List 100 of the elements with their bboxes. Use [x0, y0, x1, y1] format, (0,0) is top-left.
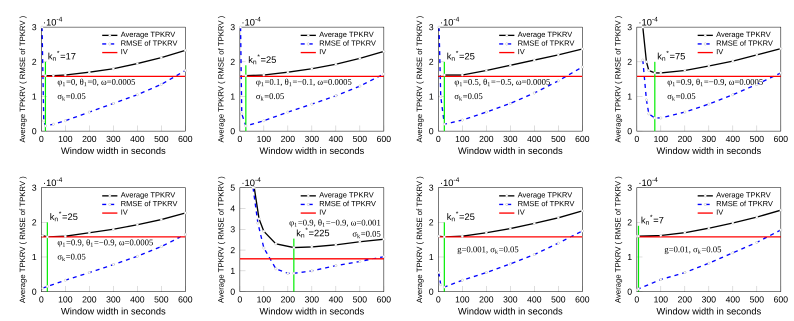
y-tick-label: 1	[628, 254, 632, 260]
y-tick-label: 5	[230, 184, 235, 191]
x-tick-label: 500	[551, 296, 566, 302]
y-tick-label: 2	[230, 58, 235, 65]
annotation: g=0.01, σ$_{k}$=0.05	[664, 246, 722, 254]
x-tick-label: 0	[39, 296, 44, 302]
x-tick-label: 300	[106, 136, 120, 142]
x-tick-label: 600	[377, 296, 391, 302]
y-tick-label: 1	[429, 254, 434, 260]
annotation: σ$_{k}$=0.05	[58, 93, 86, 100]
y-tick-label: 2	[32, 58, 36, 65]
x-tick-label: 300	[702, 296, 716, 302]
x-tick-label: 300	[503, 296, 518, 302]
x-tick-label: 400	[726, 296, 740, 302]
x-tick-label: 300	[702, 136, 716, 142]
x-tick-label: 600	[774, 136, 788, 142]
x-axis-title: Window width in seconds	[458, 308, 562, 314]
x-tick-label: 200	[678, 296, 692, 302]
annotation: φ$_{1}$=0.5, θ$_{1}$=−0.5, ω=0.0005	[454, 78, 550, 87]
x-axis-title: Window width in seconds	[656, 147, 761, 154]
y-tick-label: 2	[628, 58, 632, 65]
y-tick-label: 0	[429, 288, 434, 295]
x-tick-label: 0	[436, 136, 440, 142]
x-tick-label: 200	[678, 136, 692, 142]
annotation: k$_{n}$$^{*}$=25	[248, 54, 276, 64]
y-tick-label: 1	[230, 94, 235, 100]
annotation: φ$_{1}$=0.1, θ$_{1}$=−0.1, ω=0.0005	[256, 78, 352, 87]
y-tick-label: 2	[429, 58, 434, 65]
x-axis-title: Window width in seconds	[60, 147, 166, 154]
x-tick-label: 100	[257, 296, 271, 302]
x-tick-label: 600	[178, 136, 192, 142]
x-tick-label: 200	[480, 136, 494, 142]
x-tick-label: 400	[726, 136, 740, 142]
annotation: σ$_{k}$=0.05	[352, 230, 380, 238]
y-tick-label: 1	[32, 94, 36, 100]
y-tick-label: 0	[32, 288, 36, 295]
x-axis-title: Window width in seconds	[458, 147, 562, 154]
y-tick-label: 0	[230, 288, 235, 295]
x-tick-label: 500	[750, 136, 764, 142]
annotation: φ$_{1}$=0, θ$_{1}$=0, ω=0.0005	[58, 78, 136, 87]
x-tick-label: 500	[352, 296, 367, 302]
x-tick-label: 0	[238, 136, 242, 142]
annotation: σ$_{k}$=0.05	[256, 93, 284, 100]
text: ·10$^{-4}$	[44, 177, 62, 186]
x-tick-label: 0	[436, 296, 440, 302]
x-tick-label: 0	[634, 136, 639, 142]
text: ·10$^{-4}$	[441, 16, 460, 26]
text: ·10$^{-4}$	[441, 177, 460, 186]
x-tick-label: 600	[774, 296, 788, 302]
y-tick-label: 3	[32, 184, 36, 191]
annotation: φ$_{1}$=0.9, θ$_{1}$=−0.9, ω=0.001	[289, 219, 380, 228]
y-tick-label: 3	[429, 184, 434, 191]
y-tick-label: 1	[429, 94, 434, 100]
x-tick-label: 300	[304, 296, 319, 302]
x-tick-label: 500	[551, 136, 566, 142]
x-tick-label: 100	[456, 136, 470, 142]
text: ·10$^{-4}$	[242, 16, 261, 26]
y-tick-label: 1	[230, 268, 235, 274]
y-tick-label: 1	[32, 254, 36, 260]
x-tick-label: 600	[178, 296, 192, 302]
y-tick-label: 3	[32, 24, 36, 30]
annotation: φ$_{1}$=0.9, θ$_{1}$=−0.9, ω=0.0005	[58, 239, 153, 248]
x-tick-label: 200	[480, 296, 494, 302]
x-axis-title: Window width in seconds	[656, 308, 761, 314]
y-tick-label: 3	[230, 24, 235, 30]
annotation: σ$_{k}$=0.05	[454, 93, 482, 100]
x-tick-label: 100	[58, 296, 72, 302]
x-tick-label: 600	[576, 296, 590, 302]
x-tick-label: 200	[82, 296, 96, 302]
text: ·10$^{-4}$	[242, 177, 261, 186]
x-tick-label: 400	[130, 136, 144, 142]
y-tick-label: 0	[230, 128, 235, 134]
x-axis-title: Window width in seconds	[60, 308, 166, 314]
text: ·10$^{-4}$	[44, 16, 62, 26]
x-tick-label: 400	[328, 136, 343, 142]
annotation: g=0.001, σ$_{k}$=0.05	[458, 246, 518, 254]
x-tick-label: 100	[654, 296, 668, 302]
y-tick-label: 4	[230, 205, 235, 212]
y-tick-label: 3	[230, 226, 235, 232]
x-tick-label: 600	[576, 136, 590, 142]
annotation: k$_{n}$$^{*}$=75	[658, 50, 685, 61]
x-tick-label: 200	[281, 136, 295, 142]
x-tick-label: 400	[328, 296, 343, 302]
x-tick-label: 400	[527, 136, 542, 142]
x-tick-label: 300	[503, 136, 518, 142]
y-tick-label: 0	[32, 128, 36, 134]
x-tick-label: 100	[257, 136, 271, 142]
x-tick-label: 400	[527, 296, 542, 302]
x-tick-label: 600	[377, 136, 391, 142]
text: ·10$^{-4}$	[640, 177, 658, 186]
x-tick-label: 500	[352, 136, 367, 142]
annotation: σ$_{k}$=0.05	[58, 254, 86, 261]
x-tick-label: 500	[154, 296, 168, 302]
y-tick-label: 3	[429, 24, 434, 30]
x-tick-label: 100	[58, 136, 72, 142]
x-tick-label: 100	[654, 136, 668, 142]
x-tick-label: 300	[106, 296, 120, 302]
y-tick-label: 2	[429, 219, 434, 226]
x-tick-label: 0	[39, 136, 44, 142]
x-tick-label: 0	[238, 296, 242, 302]
